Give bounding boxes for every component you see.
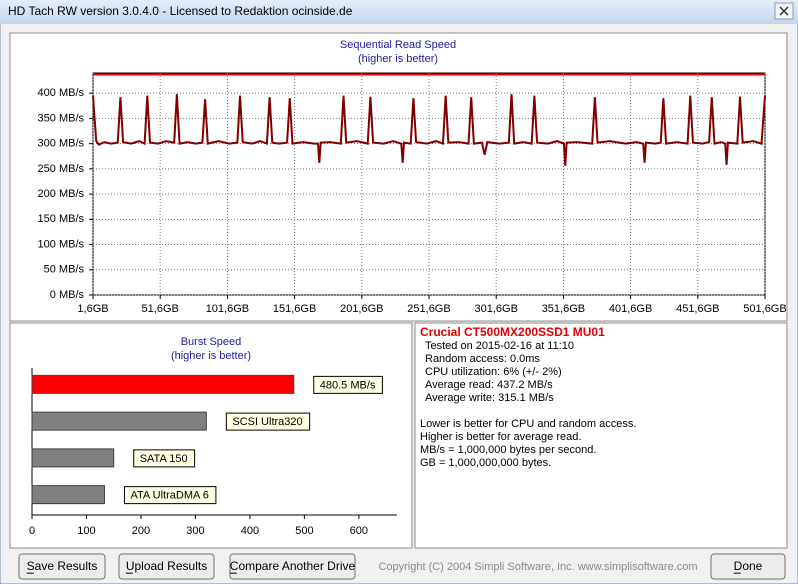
y-tick-label: 50 MB/s [44, 264, 85, 276]
x-tick-label: 500 [295, 525, 313, 537]
button[interactable]: Compare Another Drive [230, 554, 356, 579]
x-tick-label: 0 [29, 525, 35, 537]
y-tick-label: 400 MB/s [38, 87, 85, 99]
button-label: Upload Results [126, 559, 207, 573]
info-note: GB = 1,000,000,000 bytes. [420, 457, 551, 469]
x-tick-label: 1,6GB [77, 303, 108, 315]
x-tick-label: 301,6GB [474, 303, 517, 315]
drive-name: Crucial CT500MX200SSD1 MU01 [420, 325, 605, 339]
x-tick-label: 200 [132, 525, 150, 537]
y-tick-label: 300 MB/s [38, 138, 85, 150]
window-title: HD Tach RW version 3.0.4.0 - Licensed to… [8, 4, 353, 18]
x-tick-label: 600 [350, 525, 368, 537]
x-tick-label: 400 [241, 525, 259, 537]
info-line: Average write: 315.1 MB/s [425, 392, 554, 404]
copyright: Copyright (C) 2004 Simpli Software, Inc.… [378, 561, 697, 573]
close-button[interactable] [775, 3, 793, 19]
y-tick-label: 150 MB/s [38, 213, 85, 225]
info-note: Higher is better for average read. [420, 431, 581, 443]
button-label: Save Results [27, 559, 98, 573]
x-tick-label: 401,6GB [609, 303, 652, 315]
bar-label-text: SATA 150 [140, 453, 188, 465]
chart-title: Sequential Read Speed [340, 39, 456, 51]
y-tick-label: 0 MB/s [50, 289, 85, 301]
y-tick-label: 350 MB/s [38, 112, 85, 124]
bar-label: SATA 150 [134, 450, 195, 467]
x-tick-label: 101,6GB [206, 303, 249, 315]
button-label: Done [734, 559, 763, 573]
bar-label: ATA UltraDMA 6 [124, 487, 215, 504]
y-tick-label: 100 MB/s [38, 238, 85, 250]
bar-label-text: 480.5 MB/s [320, 379, 376, 391]
x-tick-label: 451,6GB [676, 303, 719, 315]
x-tick-label: 100 [77, 525, 95, 537]
button-label: Compare Another Drive [230, 559, 356, 573]
y-tick-label: 250 MB/s [38, 163, 85, 175]
chart-subtitle: (higher is better) [171, 350, 251, 362]
x-tick-label: 351,6GB [542, 303, 585, 315]
button[interactable]: Save Results [19, 554, 105, 579]
button[interactable]: Upload Results [119, 554, 214, 579]
info-note: MB/s = 1,000,000 bytes per second. [420, 444, 596, 456]
bar [32, 486, 104, 504]
y-tick-label: 200 MB/s [38, 188, 85, 200]
info-line: CPU utilization: 6% (+/- 2%) [425, 366, 562, 378]
bar-label: 480.5 MB/s [314, 376, 383, 393]
bar [32, 375, 294, 393]
bar [32, 449, 114, 467]
x-tick-label: 151,6GB [273, 303, 316, 315]
bar-label-text: ATA UltraDMA 6 [130, 490, 208, 502]
x-tick-label: 51,6GB [142, 303, 179, 315]
bar [32, 412, 206, 430]
bar-label-text: SCSI Ultra320 [232, 416, 302, 428]
bar-label: SCSI Ultra320 [226, 413, 309, 430]
info-line: Tested on 2015-02-16 at 11:10 [425, 340, 574, 352]
x-tick-label: 251,6GB [407, 303, 450, 315]
info-note: Lower is better for CPU and random acces… [420, 418, 636, 430]
chart-subtitle: (higher is better) [358, 53, 438, 65]
info-line: Random access: 0.0ms [425, 353, 540, 365]
x-tick-label: 300 [186, 525, 204, 537]
button[interactable]: Done [711, 554, 785, 579]
chart-title: Burst Speed [181, 336, 242, 348]
info-line: Average read: 437.2 MB/s [425, 379, 553, 391]
x-tick-label: 201,6GB [340, 303, 383, 315]
x-tick-label: 501,6GB [743, 303, 786, 315]
